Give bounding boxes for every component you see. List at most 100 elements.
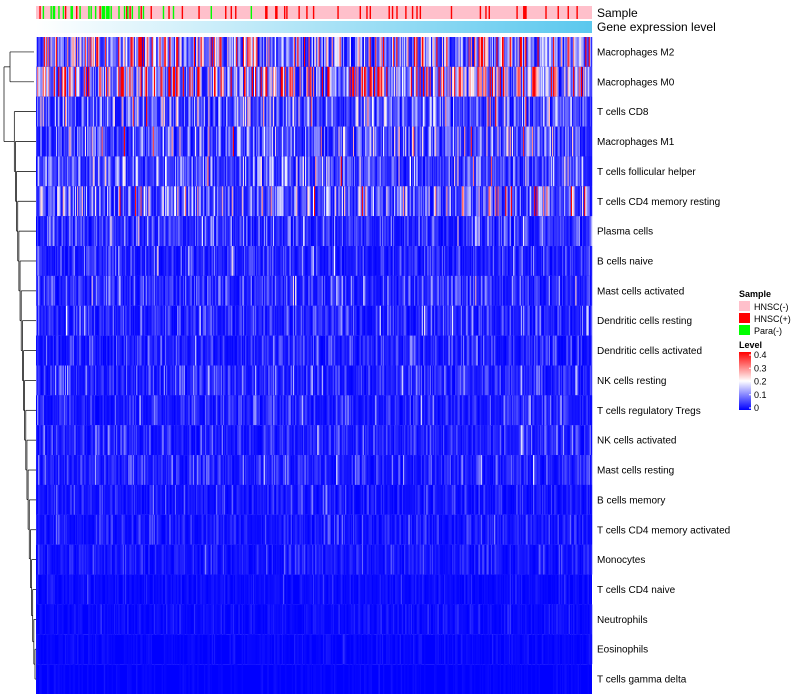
heatmap-cell	[83, 246, 86, 276]
heatmap-cell	[154, 37, 157, 67]
heatmap-cell	[152, 335, 155, 366]
heatmap-cell	[579, 186, 582, 217]
heatmap-cell	[42, 216, 45, 247]
heatmap-cell	[509, 246, 512, 276]
heatmap-cell	[440, 275, 443, 306]
heatmap-cell	[565, 246, 567, 276]
heatmap-cell	[266, 156, 268, 187]
heatmap-cell	[340, 246, 343, 276]
heatmap-cell	[208, 96, 210, 127]
heatmap-cell	[556, 156, 558, 187]
heatmap-cell	[164, 216, 167, 247]
heatmap-cell	[480, 216, 483, 247]
heatmap-cell	[411, 246, 414, 276]
heatmap-cell	[357, 156, 359, 187]
heatmap-cell	[476, 37, 478, 67]
heatmap-cell	[312, 305, 315, 336]
heatmap-cell	[49, 156, 51, 187]
heatmap-cell	[236, 216, 238, 247]
heatmap-cell	[548, 96, 550, 127]
heatmap-cell	[293, 246, 296, 276]
heatmap-cell	[388, 305, 390, 336]
heatmap-cell	[128, 275, 130, 306]
heatmap-cell	[283, 275, 286, 306]
heatmap-cell	[337, 246, 339, 276]
heatmap-cell	[390, 37, 393, 67]
heatmap-cell	[496, 96, 498, 127]
heatmap-cell	[300, 305, 303, 336]
heatmap-cell	[568, 275, 571, 306]
heatmap-cell	[414, 37, 416, 67]
heatmap-cell	[181, 216, 184, 247]
heatmap-cell	[540, 275, 543, 306]
heatmap-cell	[58, 275, 60, 306]
sample-cell	[250, 6, 253, 19]
heatmap-cell	[166, 335, 168, 366]
heatmap-cell	[409, 126, 411, 157]
heatmap-cell	[243, 216, 246, 247]
heatmap-cell	[167, 186, 169, 217]
heatmap-cell	[511, 275, 514, 306]
heatmap-cell	[457, 216, 459, 247]
heatmap-cell	[179, 216, 181, 247]
heatmap-cell	[348, 216, 350, 247]
heatmap-cell	[211, 126, 214, 157]
heatmap-cell	[242, 305, 245, 336]
heatmap-cell	[302, 156, 305, 187]
heatmap-cell	[192, 335, 195, 366]
heatmap-cell	[465, 66, 467, 97]
heatmap-cell	[42, 246, 45, 276]
heatmap-cell	[548, 216, 550, 247]
heatmap-cell	[544, 37, 546, 67]
heatmap-cell	[180, 186, 182, 217]
heatmap-cell	[288, 275, 290, 306]
heatmap-cell	[428, 275, 430, 306]
heatmap-cell	[456, 126, 458, 157]
heatmap-cell	[246, 126, 248, 157]
heatmap-cell	[583, 275, 585, 306]
heatmap-cell	[265, 335, 267, 366]
heatmap-cell	[206, 37, 208, 67]
heatmap-cell	[397, 305, 399, 336]
heatmap-cell	[547, 96, 549, 127]
heatmap-cell	[44, 37, 47, 67]
heatmap-cell	[73, 66, 76, 97]
heatmap-cell	[257, 275, 259, 306]
heatmap-cell	[225, 246, 227, 276]
heatmap-cell	[61, 335, 63, 366]
heatmap-cell	[82, 156, 85, 187]
heatmap-cell	[287, 275, 289, 306]
heatmap-cell	[480, 126, 483, 157]
heatmap-cell	[466, 156, 468, 187]
heatmap-cell	[124, 216, 127, 247]
heatmap-cell	[81, 156, 83, 187]
heatmap-cell	[120, 37, 122, 67]
heatmap-cell	[478, 126, 480, 157]
heatmap-cell	[98, 66, 100, 97]
heatmap-cell	[474, 246, 476, 276]
heatmap-cell	[501, 246, 504, 276]
heatmap-cell	[226, 186, 228, 217]
heatmap-cell	[322, 335, 325, 366]
heatmap-cell	[365, 305, 367, 336]
heatmap-cell	[104, 96, 107, 127]
heatmap-cell	[566, 275, 568, 306]
heatmap-cell	[227, 156, 229, 187]
heatmap-cell	[114, 216, 117, 247]
heatmap-cell	[350, 275, 353, 306]
heatmap-cell	[514, 126, 516, 157]
heatmap-cell	[121, 66, 123, 97]
heatmap-cell	[97, 37, 99, 67]
heatmap-cell	[82, 96, 85, 127]
heatmap-cell	[362, 275, 365, 306]
heatmap-cell	[289, 216, 291, 247]
heatmap-cell	[68, 246, 70, 276]
heatmap-cell	[349, 156, 351, 187]
heatmap-cell	[78, 66, 80, 97]
heatmap-cell	[337, 186, 339, 217]
heatmap-cell	[519, 96, 522, 127]
heatmap-cell	[451, 275, 454, 306]
heatmap-cell	[319, 156, 321, 187]
heatmap-cell	[246, 37, 248, 67]
